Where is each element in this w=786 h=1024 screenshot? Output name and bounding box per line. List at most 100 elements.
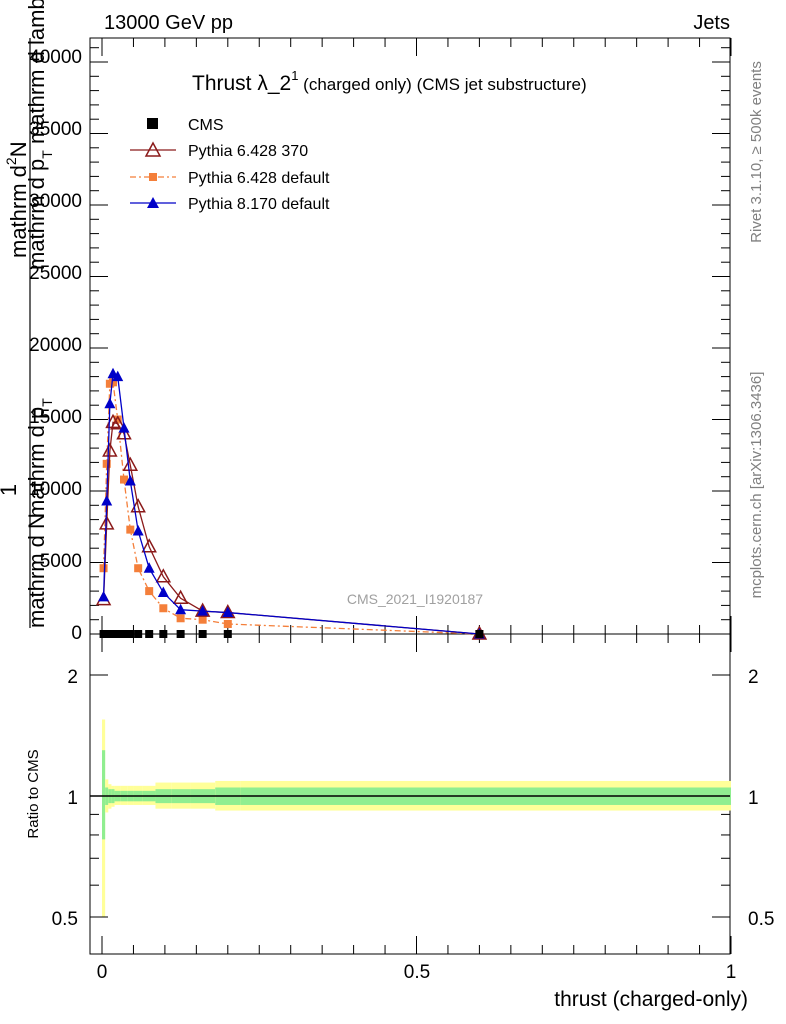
data-point <box>198 630 207 638</box>
side-label-mcplots: mcplots.cern.ch [arXiv:1306.3436] <box>748 372 765 599</box>
data-point <box>98 515 115 530</box>
data-point <box>120 630 129 638</box>
data-point <box>172 589 189 604</box>
legend-marker-cms <box>147 118 158 129</box>
xtick-label: 1 <box>726 962 737 983</box>
ylabel-line-a-sub: T <box>39 150 55 159</box>
ratio-ytick-label-right: 2 <box>748 667 759 688</box>
xtick-label: 0 <box>97 962 108 983</box>
data-point <box>120 475 129 484</box>
ylabel-numerator: mathrm d2N <box>3 141 31 258</box>
data-point <box>176 614 185 623</box>
main-ytick-label: 5000 <box>40 551 82 572</box>
legend-label-p6-default: Pythia 6.428 default <box>188 170 330 187</box>
data-point <box>101 495 113 506</box>
axis-ticks <box>90 38 732 954</box>
data-point <box>102 442 118 457</box>
data-point <box>143 562 155 573</box>
data-point <box>220 603 236 619</box>
data-point <box>99 564 108 573</box>
legend-label-cms: CMS <box>188 117 224 134</box>
ratio-ytick-label: 1 <box>67 788 78 809</box>
data-point <box>194 602 211 617</box>
legend-marker-p8-default <box>147 197 159 208</box>
data-point <box>109 378 118 387</box>
data-point <box>98 590 110 602</box>
ylabel-denom-b: mathrm d pT <box>24 398 55 518</box>
ylabel-denom-b-sub: T <box>39 398 55 407</box>
ylabel-line-a-main: mathrm d p <box>24 159 49 270</box>
main-ytick-label: 35000 <box>29 119 82 140</box>
ylabel-num-n: N <box>6 141 31 157</box>
data-point <box>113 415 122 424</box>
main-y-axis-label: 1 mathrm d2N mathrm d pT mathrm d lambda… <box>0 0 55 628</box>
ylabel-denom-b-main: mathrm d p <box>24 407 49 518</box>
title-sup: 1 <box>291 68 298 83</box>
data-point <box>223 630 232 638</box>
ratio-ytick-label: 0.5 <box>52 909 78 930</box>
data-point <box>145 587 154 596</box>
data-point <box>112 370 124 382</box>
data-point <box>159 630 168 638</box>
data-point <box>197 605 209 616</box>
data-point <box>109 415 126 430</box>
ylabel-denom-a: mathrm d N <box>24 513 49 628</box>
data-point <box>176 630 185 638</box>
band-inner-bin <box>102 750 106 840</box>
data-point <box>157 586 169 598</box>
data-point <box>198 615 207 624</box>
header-left: 13000 GeV pp <box>104 12 233 34</box>
series-cms <box>99 630 484 638</box>
data-point <box>126 525 135 534</box>
data-point <box>126 630 135 638</box>
analysis-watermark: CMS_2021_I1920187 <box>347 591 483 607</box>
main-ytick-label: 0 <box>71 623 82 644</box>
data-point <box>124 474 136 486</box>
data-point <box>113 630 122 638</box>
data-point <box>104 397 116 409</box>
data-point <box>102 459 111 468</box>
ylabel-line-a: mathrm d pT mathrm d lambda <box>24 0 55 270</box>
data-point <box>134 564 143 573</box>
ylabel-num-d: mathrm d <box>6 165 31 258</box>
main-ytick-label: 20000 <box>29 335 82 356</box>
xtick-label: 0.5 <box>404 962 430 983</box>
header-right: Jets <box>693 12 730 34</box>
data-point <box>159 604 168 613</box>
data-point <box>130 498 146 513</box>
main-ytick-label: 10000 <box>29 479 82 500</box>
plot-title: Thrust λ_21 (charged only) (CMS jet subs… <box>192 68 587 95</box>
ylabel-num-sup: 2 <box>3 157 19 165</box>
title-tail: (charged only) (CMS jet substructure) <box>298 75 586 94</box>
series-layer <box>95 367 488 640</box>
x-tick-labels: 0 0.5 1 <box>97 962 737 983</box>
legend-label-p6-370: Pythia 6.428 370 <box>188 143 308 160</box>
ratio-ytick-label-right: 0.5 <box>748 909 774 930</box>
legend-marker-p6-default <box>149 173 157 181</box>
data-point <box>175 603 187 615</box>
data-point <box>223 619 232 628</box>
data-point <box>155 568 172 583</box>
legend: CMS Pythia 6.428 370 Pythia 6.428 defaul… <box>130 117 330 213</box>
main-ytick-label: 40000 <box>29 47 82 68</box>
data-point <box>141 538 157 553</box>
main-ytick-label: 15000 <box>29 407 82 428</box>
ratio-y-axis-label: Ratio to CMS <box>25 749 42 838</box>
title-main: Thrust λ_2 <box>192 72 291 95</box>
data-point <box>134 630 143 638</box>
ratio-ytick-label: 2 <box>67 667 78 688</box>
main-ytick-label: 25000 <box>29 263 82 284</box>
data-point <box>109 630 118 638</box>
data-point <box>475 630 484 638</box>
data-point <box>118 422 130 433</box>
ratio-bands <box>102 719 731 917</box>
data-point <box>122 456 139 472</box>
ratio-ytick-label-right: 1 <box>748 788 759 809</box>
main-plot-frame <box>89 37 731 635</box>
ratio-y-tick-labels: 0.5 1 2 0.5 1 2 <box>52 667 775 930</box>
main-y-tick-labels: 0 5000 10000 15000 20000 25000 30000 350… <box>29 47 82 644</box>
data-point <box>145 630 154 638</box>
legend-label-p8-default: Pythia 8.170 default <box>188 196 330 213</box>
data-point <box>222 606 234 618</box>
